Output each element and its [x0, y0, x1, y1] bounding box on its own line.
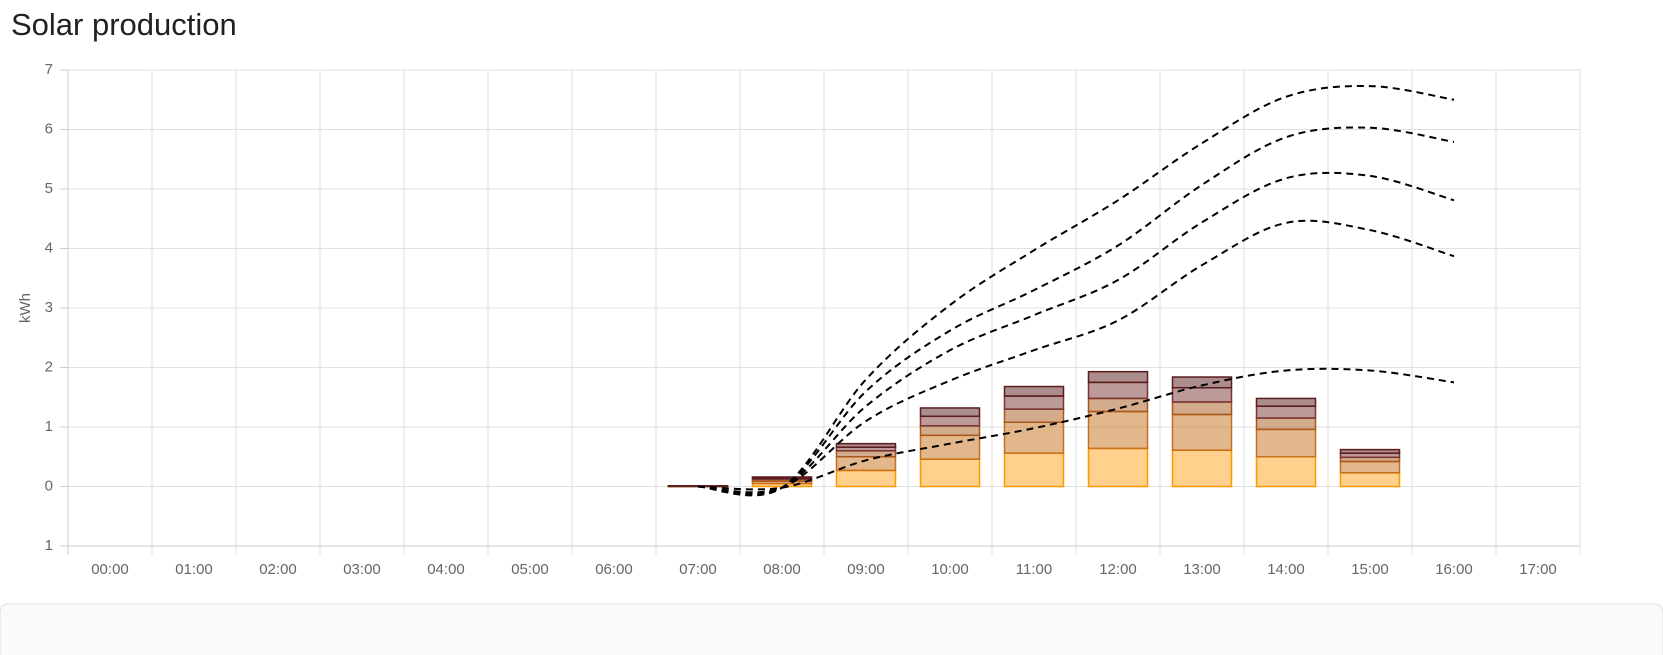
x-tick-label: 14:00 [1267, 561, 1305, 578]
bar-segment [919, 415, 981, 427]
y-axis-label: kWh [17, 293, 34, 323]
bar-segment [1171, 413, 1233, 451]
bar-segment [1087, 381, 1149, 400]
y-tick-label: 7 [45, 61, 53, 78]
y-tick-label: 4 [45, 239, 53, 256]
x-tick-label: 07:00 [679, 561, 717, 578]
x-tick-label: 13:00 [1183, 561, 1221, 578]
x-tick-label: 12:00 [1099, 561, 1137, 578]
next-card-edge [0, 603, 1663, 655]
bar-segment [1087, 447, 1149, 488]
forecast-line [697, 219, 1455, 494]
x-tick-label: 02:00 [259, 561, 297, 578]
y-tick-label: 2 [45, 358, 53, 375]
bar-segment [1003, 385, 1065, 397]
x-tick-label: 11:00 [1016, 561, 1052, 578]
bar-segment [1255, 405, 1317, 419]
bar-segment [1339, 472, 1401, 488]
bar-segment [1171, 376, 1233, 389]
x-tick-label: 06:00 [595, 561, 633, 578]
bar-segment [1087, 397, 1149, 413]
x-tick-label: 09:00 [847, 561, 885, 578]
x-tick-label: 04:00 [427, 561, 465, 578]
bar-segment [1087, 370, 1149, 384]
bar-segment [1339, 448, 1401, 454]
bar-segment [919, 425, 981, 437]
bar-segment [1003, 408, 1065, 423]
x-tick-label: 01:00 [175, 561, 213, 578]
bar-segment [1255, 417, 1317, 431]
bar-segment [919, 407, 981, 418]
x-tick-label: 16:00 [1435, 561, 1473, 578]
y-tick-label: 1 [45, 537, 53, 554]
bar-segment [1171, 449, 1233, 488]
x-tick-label: 17:00 [1519, 561, 1557, 578]
bar-segment [835, 469, 897, 488]
y-tick-label: 6 [45, 120, 53, 137]
bar-segment [835, 442, 897, 448]
bar-segment [1087, 410, 1149, 450]
bar-segment [1003, 452, 1065, 488]
card-title: Solar production [11, 7, 237, 42]
bar-segment [667, 485, 729, 488]
bar-segment [751, 476, 813, 479]
bar-segment [1003, 395, 1065, 410]
y-tick-label: 5 [45, 180, 53, 197]
bar-segment [919, 458, 981, 488]
y-tick-label: 1 [45, 418, 53, 435]
bar-segment [1255, 456, 1317, 488]
forecast-line [697, 84, 1455, 497]
bar-segment [1255, 428, 1317, 458]
bar-segment [835, 456, 897, 472]
bar-segment [1171, 401, 1233, 416]
x-tick-label: 15:00 [1351, 561, 1389, 578]
y-tick-label: 0 [45, 477, 53, 494]
bar-segment [1003, 421, 1065, 454]
x-tick-label: 05:00 [511, 561, 549, 578]
forecast-line [697, 126, 1455, 496]
bar-segment [1339, 460, 1401, 474]
x-tick-label: 08:00 [763, 561, 801, 578]
y-tick-label: 3 [45, 299, 53, 316]
forecast-line [697, 171, 1455, 495]
x-tick-label: 10:00 [931, 561, 969, 578]
forecast-line [697, 367, 1455, 491]
bar-segment [1255, 397, 1317, 407]
x-tick-label: 00:00 [91, 561, 129, 578]
x-tick-label: 03:00 [343, 561, 381, 578]
